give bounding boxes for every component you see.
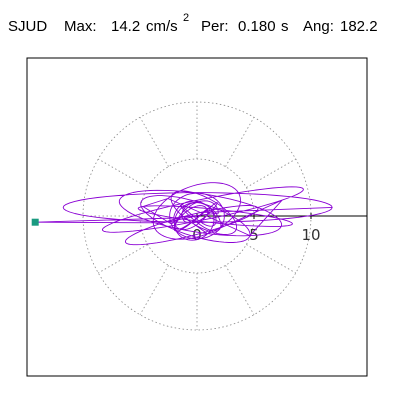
- period-value: 0.180: [238, 18, 276, 35]
- motion-trace: [34, 182, 333, 246]
- grid-spoke-60: [225, 117, 255, 167]
- max-label: Max:: [64, 18, 97, 35]
- angle-label: Ang:: [303, 18, 334, 35]
- x-tick-label-10: 10: [301, 226, 320, 244]
- angle-value: 182.2: [340, 18, 378, 35]
- max-marker-square: [31, 218, 39, 226]
- grid-spoke-120: [139, 117, 169, 167]
- grid-spoke-30: [246, 158, 296, 188]
- max-unit-exponent: 2: [183, 12, 190, 24]
- period-unit: s: [281, 18, 289, 35]
- chart-header: SJUD Max: 14.2 cm/s 2 Per: 0.180 s Ang: …: [0, 0, 400, 46]
- station-code: SJUD: [8, 18, 48, 35]
- period-label: Per:: [201, 18, 229, 35]
- max-value: 14.2: [111, 18, 141, 35]
- grid-spoke-150: [98, 158, 148, 188]
- grid-spoke-330: [246, 244, 296, 274]
- trace-path: [34, 182, 333, 246]
- grid-spoke-210: [98, 244, 148, 274]
- max-unit: cm/s: [146, 18, 178, 35]
- max-marker: [31, 218, 39, 226]
- x-tick-label-0: 0: [192, 226, 202, 244]
- grid-spoke-300: [225, 265, 255, 315]
- grid-spoke-240: [139, 265, 169, 315]
